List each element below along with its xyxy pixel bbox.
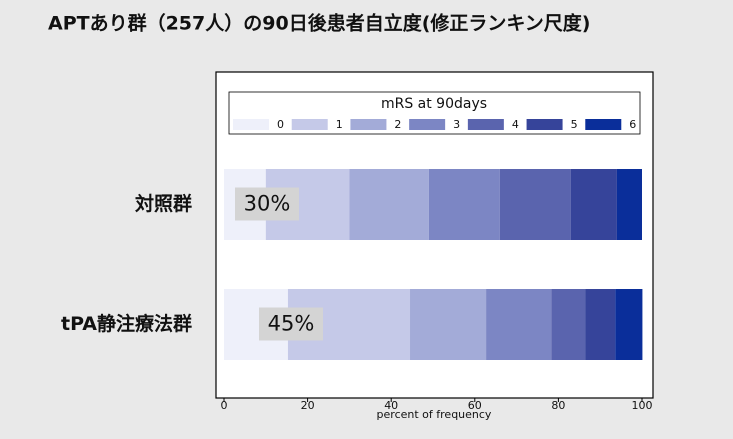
legend-label: 6	[629, 118, 636, 131]
legend-title: mRS at 90days	[381, 96, 487, 112]
x-tick-label: 20	[301, 399, 315, 412]
bar-segment	[570, 169, 617, 240]
annotation: 45%	[268, 312, 315, 336]
legend-label: 1	[336, 118, 343, 131]
legend-label: 5	[571, 118, 578, 131]
legend-label: 0	[277, 118, 284, 131]
bar-segment	[551, 289, 586, 360]
legend-swatch	[467, 119, 504, 130]
x-tick-label: 100	[632, 399, 653, 412]
legend-swatch	[350, 119, 387, 130]
x-tick-label: 60	[468, 399, 482, 412]
legend-label: 2	[394, 118, 401, 131]
x-axis-label: percent of frequency	[377, 408, 492, 421]
legend-swatch	[526, 119, 563, 130]
bar-segment	[428, 169, 500, 240]
annotation-box	[235, 187, 299, 221]
chart-title: APTあり群（257人）の90日後患者自立度(修正ランキン尺度)	[48, 12, 591, 35]
legend-swatch	[409, 119, 446, 130]
bar-segment	[499, 169, 571, 240]
legend-label: 3	[453, 118, 460, 131]
x-tick-label: 80	[551, 399, 565, 412]
bar-segment	[486, 289, 552, 360]
legend-label: 4	[512, 118, 519, 131]
bar-segment	[585, 289, 616, 360]
bar-segment	[616, 169, 642, 240]
annotation: 30%	[244, 192, 291, 216]
y-tick-label: tPA静注療法群	[61, 312, 192, 335]
x-tick-label: 0	[221, 399, 228, 412]
x-tick-label: 40	[384, 399, 398, 412]
legend-swatch	[585, 119, 622, 130]
bar-segment	[349, 169, 429, 240]
bar-segment	[615, 289, 643, 360]
legend-swatch	[233, 119, 269, 130]
y-tick-label: 対照群	[134, 192, 192, 215]
annotation-box	[259, 307, 323, 341]
legend-swatch	[291, 119, 328, 130]
bar-segment	[410, 289, 487, 360]
